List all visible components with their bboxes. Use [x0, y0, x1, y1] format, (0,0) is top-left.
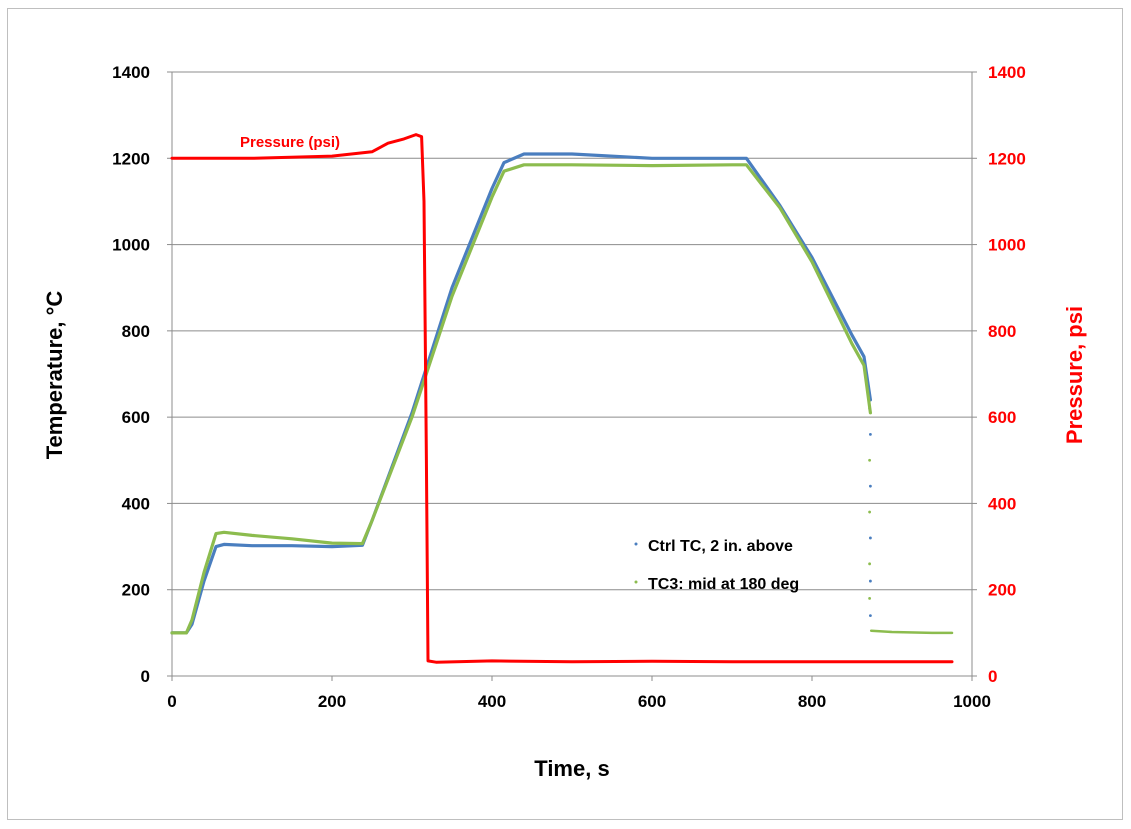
y2-tick-label: 1000: [988, 236, 1026, 255]
dropoff-point: [869, 484, 872, 488]
y-tick-label: 200: [122, 581, 150, 600]
x-tick-label: 600: [638, 692, 666, 711]
y-tick-label: 0: [141, 667, 150, 686]
series-group: [170, 133, 954, 664]
y2-tick-label: 400: [988, 494, 1016, 513]
y2-tick-label: 600: [988, 408, 1016, 427]
y-tick-label: 600: [122, 408, 150, 427]
gridlines: [172, 71, 972, 591]
y-axis-title: Temperature, °C: [42, 291, 67, 460]
y2-tick-label: 800: [988, 322, 1016, 341]
y-tick-label: 1000: [112, 236, 150, 255]
legend: Ctrl TC, 2 in. above TC3: mid at 180 deg: [634, 538, 799, 593]
y2-tick-label: 1200: [988, 149, 1026, 168]
dropoff-point: [868, 562, 871, 566]
dropoff-point: [868, 407, 871, 410]
y-tick-label: 1200: [112, 149, 150, 168]
legend-label-tc3: TC3: mid at 180 deg: [648, 576, 799, 593]
x-tick-label: 0: [167, 692, 176, 711]
x-tick-label: 200: [318, 692, 346, 711]
dropoff-point: [869, 614, 872, 617]
series-line-ctrl: [170, 152, 873, 635]
legend-item-ctrl: Ctrl TC, 2 in. above: [634, 538, 793, 555]
dropoff-point: [869, 579, 872, 583]
y-tick-label: 400: [122, 494, 150, 513]
series-line-pressure: [170, 133, 954, 664]
y2-tick-label: 0: [988, 667, 997, 686]
annotation-pressure: Pressure (psi): [240, 134, 340, 151]
dropoff-point: [868, 596, 871, 600]
y2-tick-label: 1400: [988, 63, 1026, 82]
legend-marker-ctrl: [634, 542, 638, 546]
legend-label-ctrl: Ctrl TC, 2 in. above: [648, 538, 793, 555]
x-tick-label: 1000: [953, 692, 991, 711]
y2-axis-title: Pressure, psi: [1062, 306, 1087, 444]
y-tick-label: 1400: [112, 63, 150, 82]
dropoff-point: [868, 458, 871, 462]
x-tick-label: 400: [478, 692, 506, 711]
dropoff-point: [869, 433, 872, 436]
dropoff-point: [869, 536, 872, 540]
dropoff-point: [868, 510, 871, 514]
y-tick-label: 800: [122, 322, 150, 341]
y2-tick-label: 200: [988, 581, 1016, 600]
chart-frame: [7, 8, 1123, 820]
series-line-tc3: [170, 163, 873, 635]
x-tick-label: 800: [798, 692, 826, 711]
legend-marker-tc3: [634, 580, 638, 584]
series-line-tail: [869, 629, 954, 635]
legend-item-tc3: TC3: mid at 180 deg: [634, 576, 799, 593]
axes: 0 200 400 600 800 1000 1200 1400 0 200 400 600 800 10…: [112, 63, 1026, 711]
x-axis-title: Time, s: [534, 756, 609, 781]
